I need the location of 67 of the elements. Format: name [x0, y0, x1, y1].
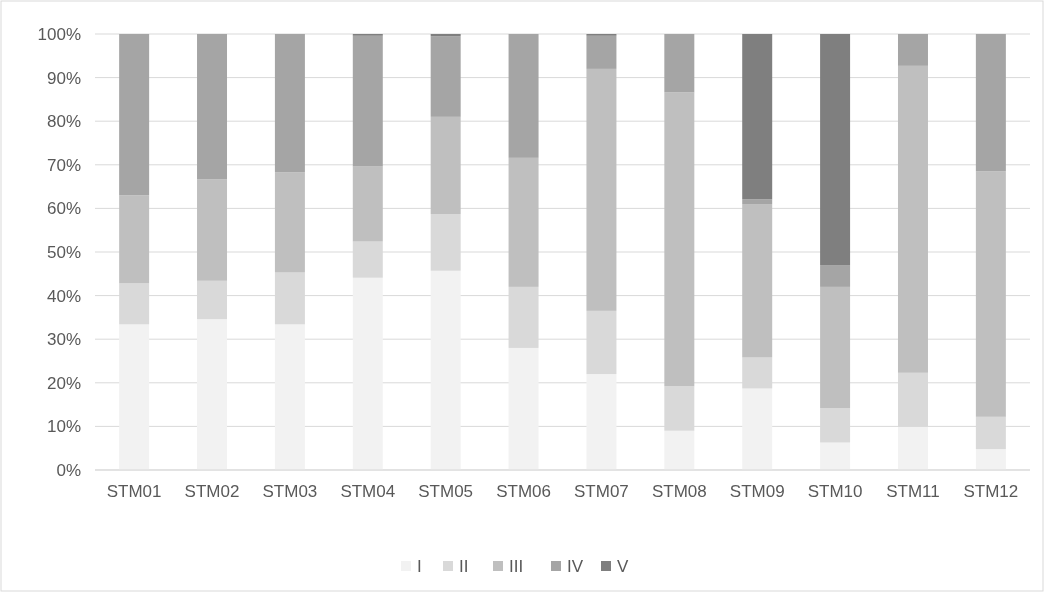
- bar: [119, 324, 150, 470]
- x-tick-label: STM04: [340, 482, 396, 501]
- y-tick-label: 80%: [46, 112, 81, 132]
- legend-label: III: [509, 556, 524, 576]
- bar: [664, 92, 695, 387]
- x-tick-label: STM08: [651, 482, 707, 501]
- bar: [508, 157, 539, 287]
- bar: [430, 36, 461, 117]
- bar: [274, 172, 305, 273]
- bar: [975, 171, 1006, 417]
- legend-label: IV: [567, 556, 584, 576]
- x-tick-label: STM03: [262, 482, 318, 501]
- bar: [430, 34, 461, 37]
- y-tick-label: 70%: [46, 155, 81, 175]
- bar: [430, 116, 461, 215]
- legend-label: II: [459, 556, 469, 576]
- y-tick-label: 60%: [46, 199, 81, 219]
- bar: [897, 65, 928, 373]
- bar: [197, 179, 228, 281]
- bar: [119, 195, 150, 284]
- bar: [664, 34, 695, 93]
- y-tick-label: 30%: [46, 330, 81, 350]
- bar: [508, 347, 539, 470]
- y-tick-label: 40%: [46, 286, 81, 306]
- bar: [197, 319, 228, 470]
- bar: [586, 35, 617, 69]
- bar: [820, 265, 851, 287]
- bar: [742, 204, 773, 358]
- bar: [352, 166, 383, 242]
- bar: [820, 34, 851, 266]
- bar: [820, 442, 851, 470]
- bar: [197, 34, 228, 180]
- y-tick-label: 10%: [46, 417, 81, 437]
- y-tick-label: 20%: [46, 373, 81, 393]
- bar: [119, 34, 150, 196]
- bar: [508, 34, 539, 158]
- bar: [586, 68, 617, 311]
- bar: [586, 374, 617, 470]
- x-tick-label: STM07: [574, 482, 629, 501]
- bar: [352, 35, 383, 167]
- bar: [897, 34, 928, 66]
- y-tick-label: 100%: [37, 24, 81, 44]
- x-tick-label: STM12: [963, 482, 1019, 501]
- bar: [274, 34, 305, 173]
- y-tick-label: 0%: [56, 460, 81, 480]
- legend-label: V: [617, 556, 629, 576]
- x-tick-label: STM06: [496, 482, 551, 501]
- bar: [975, 449, 1006, 470]
- x-tick-label: STM11: [886, 482, 940, 501]
- legend-label: I: [417, 556, 422, 576]
- bar: [742, 388, 773, 470]
- y-tick-label: 50%: [46, 242, 81, 262]
- bar: [897, 426, 928, 470]
- bar: [430, 270, 461, 470]
- bar: [664, 430, 695, 470]
- bar: [742, 199, 773, 205]
- bar: [274, 324, 305, 470]
- bar: [352, 277, 383, 470]
- y-tick-label: 90%: [46, 68, 81, 88]
- bar: [975, 34, 1006, 172]
- bar: [820, 286, 851, 409]
- x-tick-label: STM09: [729, 482, 785, 501]
- x-tick-label: STM01: [106, 482, 162, 501]
- x-tick-label: STM02: [184, 482, 240, 501]
- bar: [742, 34, 773, 200]
- x-tick-label: STM05: [418, 482, 474, 501]
- x-tick-label: STM10: [807, 482, 863, 501]
